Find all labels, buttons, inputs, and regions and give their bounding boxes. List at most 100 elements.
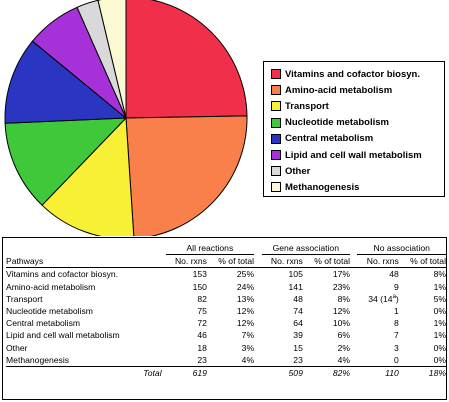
legend-item: Central metabolism [271,131,440,147]
table-cell: 46 [197,330,207,341]
table-cell: 12% [236,306,255,317]
subheader: No. rxns [165,254,207,269]
pathway-name: Nucleotide metabolism [6,306,93,317]
table-cell: 23% [332,281,351,292]
legend-label: Methanogenesis [285,181,360,193]
legend-label: Other [285,165,311,177]
pathway-name: Total [6,366,166,380]
pathway-table: All reactions Gene association No associ… [2,237,447,400]
pie-slice-3 [4,117,128,206]
table-cell: 75 [197,306,207,317]
reactions-table: All reactions Gene association No associ… [6,242,446,380]
legend-swatch [271,133,281,144]
legend-swatch [271,166,281,177]
legend-swatch [271,182,281,193]
total-row: Total 619 509 82% 110 18% [6,366,446,380]
subheader: No. rxns [357,254,399,269]
group-no-association: No association [357,242,446,256]
table-cell: 7% [241,330,255,341]
table-row: Central metabolism 72 12% 64 10% 8 1% [6,317,446,329]
subheader: % of total [206,254,255,269]
pie-slice-4 [4,40,128,124]
table-cell: 7 [394,330,399,341]
legend-label: Transport [285,100,329,112]
table-cell: 48 [389,269,399,280]
group-all-reactions: All reactions [165,242,255,256]
table-cell: 153 [192,269,207,280]
table-cell: 24% [236,281,255,292]
table-cell: 8% [433,269,446,280]
table-cell: 23 [293,354,303,365]
subheader: % of total [302,254,351,269]
table-cell: 150 [192,281,207,292]
table-cell: 1 [394,306,399,317]
pathway-name: Amino-acid metabolism [6,281,96,292]
group-header-row: All reactions Gene association No associ… [6,242,446,256]
table-cell: 72 [197,318,207,329]
table-cell: 0 [394,354,399,365]
legend-label: Vitamins and cofactor biosyn. [285,68,420,80]
table-cell: 4% [241,354,255,365]
table-cell: 8 [394,318,399,329]
table-cell: 619 [165,366,207,380]
table-cell: 0% [433,306,446,317]
table-cell: 6% [337,330,351,341]
table-row: Vitamins and cofactor biosyn. 153 25% 105 17… [6,268,446,281]
table-cell: 12% [332,306,351,317]
table-row: Transport 82 13% 48 8% 34 (14a) 5% [6,293,446,305]
pie-chart [4,0,248,236]
table-cell: 34 (14a) [368,293,399,304]
pie-slice-2 [41,116,135,236]
table-cell [206,366,255,380]
footnote-marker: a [392,293,396,300]
legend-item: Amino-acid metabolism [271,82,440,98]
pathway-name: Methanogenesis [6,354,70,365]
legend-item: Other [271,163,440,179]
table-cell: 5% [433,293,446,304]
table-cell: 82% [302,366,351,380]
table-cell: 3% [241,342,255,353]
pathway-name: Central metabolism [6,318,81,329]
table-cell: 10% [332,318,351,329]
table-cell: 2% [337,342,351,353]
table-cell: 105 [288,269,303,280]
table-cell: 141 [288,281,303,292]
table-cell: 17% [332,269,351,280]
table-cell: 1% [433,281,446,292]
legend-label: Central metabolism [285,133,374,145]
table-cell: 1% [433,318,446,329]
table-cell: 39 [293,330,303,341]
legend-label: Lipid and cell wall metabolism [285,149,422,161]
legend-swatch [271,85,281,96]
table-cell: 82 [197,293,207,304]
table-cell: 64 [293,318,303,329]
table-cell: 74 [293,306,303,317]
sub-header-row: Pathways No. rxns % of total No. rxns % … [6,254,446,269]
table-cell: 13% [236,293,255,304]
table-row: Methanogenesis 23 4% 23 4% 0 0% [6,354,446,367]
table-cell: 48 [293,293,303,304]
table-cell: 0% [433,342,446,353]
pathways-header: Pathways [6,254,166,269]
table-row: Lipid and cell wall metabolism 46 7% 39 6% 7 1… [6,329,446,341]
table-row: Nucleotide metabolism 75 12% 74 12% 1 0% [6,305,446,317]
table-cell: 25% [236,269,255,280]
pathway-name: Other [6,342,28,353]
pie-slice-7 [97,0,127,119]
table-cell: 18 [197,342,207,353]
table-cell: 0% [433,354,446,365]
subheader: No. rxns [261,254,303,269]
legend-item: Nucleotide metabolism [271,115,440,131]
pie-slice-0 [125,0,248,119]
legend-item: Lipid and cell wall metabolism [271,147,440,163]
table-cell: 4% [337,354,351,365]
table-cell: 110 [357,366,399,380]
subheader: % of total [398,254,446,269]
table-cell: 509 [261,366,303,380]
table-cell: 3 [394,342,399,353]
legend-item: Methanogenesis [271,179,440,195]
legend-swatch [271,150,281,161]
table-cell: 23 [197,354,207,365]
legend-item: Transport [271,98,440,114]
table-row: Other 18 3% 15 2% 3 0% [6,342,446,354]
